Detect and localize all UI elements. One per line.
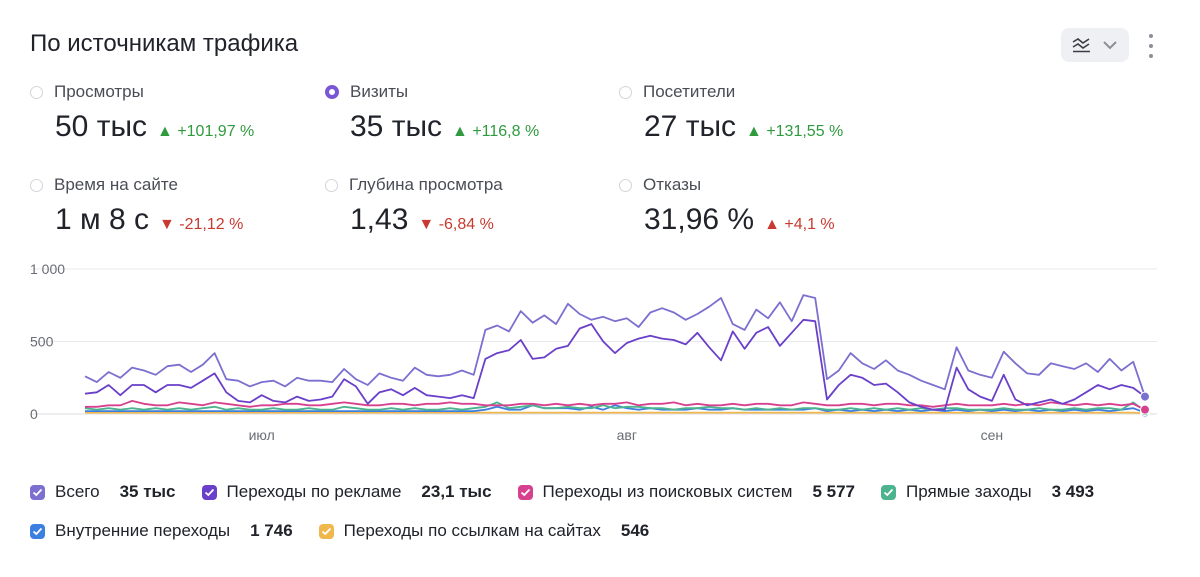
metric-value: 1 м 8 с [55, 203, 149, 236]
metric-value: 1,43 [350, 203, 409, 236]
checkbox-icon [30, 484, 45, 500]
legend-row-1: Всего 35 тыс Переходы по рекламе 23,1 ты… [30, 482, 1120, 502]
legend-item-ads[interactable]: Переходы по рекламе 23,1 тыс [201, 482, 492, 502]
metric-change: ▲ +101,97 % [157, 123, 255, 140]
metric-change: ▼ -21,12 % [159, 216, 244, 233]
checkbox-icon [517, 484, 533, 500]
radio-button[interactable] [619, 178, 632, 192]
metric-change: ▲ +4,1 % [764, 216, 835, 233]
legend-item-total[interactable]: Всего 35 тыс [30, 482, 176, 502]
metric-2[interactable]: Посетители 27 тыс ▲ +131,55 % [619, 82, 909, 144]
radio-button[interactable] [325, 85, 339, 99]
y-tick-label: 0 [30, 406, 38, 422]
trend-arrow-icon: ▲ [764, 216, 780, 233]
series-endpoint [1140, 404, 1150, 415]
legend-item-internal[interactable]: Внутренние переходы 1 746 [30, 521, 293, 541]
chart-type-toggle[interactable] [1061, 28, 1129, 62]
metric-3[interactable]: Время на сайте 1 м 8 с ▼ -21,12 % [30, 175, 320, 237]
metric-value: 31,96 % [644, 203, 755, 236]
metric-4[interactable]: Глубина просмотра 1,43 ▼ -6,84 % [325, 175, 615, 237]
metric-label: Время на сайте [54, 175, 178, 194]
x-tick-label: июл [249, 427, 275, 443]
y-tick-label: 500 [30, 334, 54, 350]
metric-change: ▲ +131,55 % [746, 123, 844, 140]
legend-item-direct[interactable]: Прямые заходы 3 493 [881, 482, 1094, 502]
radio-button[interactable] [30, 85, 43, 99]
metric-label: Глубина просмотра [349, 175, 503, 194]
x-tick-label: сен [981, 427, 1004, 443]
metric-0[interactable]: Просмотры 50 тыс ▲ +101,97 % [30, 82, 320, 144]
metric-change: ▼ -6,84 % [418, 216, 494, 233]
page-title: По источникам трафика [30, 30, 299, 57]
line-chart-icon [1072, 38, 1090, 53]
chevron-down-icon [1103, 41, 1117, 50]
traffic-line-chart: 1 0005000июлавгсенокт [30, 261, 1157, 443]
checkbox-icon [201, 484, 217, 500]
radio-button[interactable] [30, 178, 43, 192]
more-menu-icon[interactable] [1143, 34, 1159, 58]
metric-value: 35 тыс [350, 110, 443, 143]
series-line [85, 411, 1146, 415]
checkbox-icon [30, 523, 45, 539]
y-tick-label: 1 000 [30, 261, 65, 277]
x-tick-label: авг [617, 427, 637, 443]
legend-item-search[interactable]: Переходы из поисковых систем 5 577 [517, 482, 855, 502]
trend-arrow-icon: ▼ [418, 216, 435, 233]
metric-label: Просмотры [54, 82, 144, 101]
metric-label: Визиты [350, 82, 409, 101]
checkbox-icon [881, 484, 896, 500]
metric-1[interactable]: Визиты 35 тыс ▲ +116,8 % [325, 82, 615, 144]
series-line [85, 404, 1146, 414]
trend-arrow-icon: ▲ [452, 123, 468, 140]
legend-item-links[interactable]: Переходы по ссылкам на сайтах 546 [318, 521, 649, 541]
radio-button[interactable] [619, 85, 632, 99]
checkbox-icon [318, 523, 334, 539]
metric-value: 27 тыс [644, 110, 737, 143]
metric-value: 50 тыс [55, 110, 148, 143]
series-line [84, 294, 1146, 397]
series-line [84, 318, 1146, 411]
series-line [85, 399, 1146, 411]
metric-change: ▲ +116,8 % [452, 123, 540, 140]
radio-button[interactable] [325, 178, 338, 192]
series-endpoint [1140, 391, 1150, 402]
metric-5[interactable]: Отказы 31,96 % ▲ +4,1 % [619, 175, 909, 237]
series-line [84, 401, 1146, 412]
trend-arrow-icon: ▲ [746, 123, 762, 140]
trend-arrow-icon: ▼ [159, 216, 175, 233]
trend-arrow-icon: ▲ [157, 123, 173, 140]
metric-label: Отказы [643, 175, 702, 194]
legend-row-2: Внутренние переходы 1 746 Переходы по сс… [30, 521, 675, 541]
metric-label: Посетители [643, 82, 736, 101]
